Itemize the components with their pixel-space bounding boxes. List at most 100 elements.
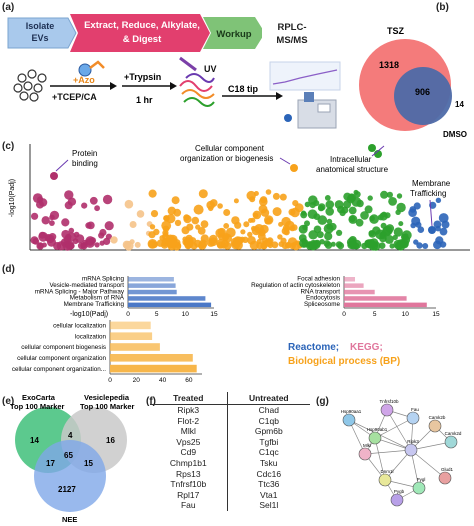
table-cell-untreated: C1qc (258, 447, 279, 458)
manhattan-point (231, 240, 241, 250)
manhattan-point (223, 223, 230, 229)
manhattan-point (433, 240, 442, 250)
spectrum-icon (269, 61, 341, 91)
table-header-treated: Treated (150, 392, 228, 405)
table-row: Rpl17 Vta1 (150, 489, 310, 501)
bar-tick-label: 20 (133, 377, 141, 384)
manhattan-point (439, 241, 447, 248)
table-header-untreated: Untreated (227, 392, 310, 405)
annot-membrane-1: Membrane (412, 179, 451, 188)
network-node-label: Glud1 (441, 467, 454, 472)
network-edge (384, 449, 412, 481)
table-cell-treated: Chmp1b1 (150, 457, 228, 469)
manhattan-point (30, 236, 39, 245)
table-row: Ripk3 Chad (150, 404, 310, 416)
manhattan-point (261, 237, 269, 244)
manhattan-point (388, 197, 397, 206)
manhattan-point (38, 198, 48, 207)
manhattan-point (94, 205, 100, 212)
bar (110, 354, 193, 362)
manhattan-point (378, 242, 386, 249)
bar (128, 302, 212, 308)
manhattan-point (417, 226, 425, 233)
manhattan-point (247, 231, 253, 238)
bar (344, 283, 364, 288)
manhattan-point (330, 241, 336, 247)
manhattan-point (198, 189, 208, 199)
network-node[interactable] (380, 403, 394, 417)
manhattan-point (259, 224, 269, 234)
network-node-label: Mlkl (363, 443, 371, 448)
manhattan-point (323, 223, 334, 234)
manhattan-point (349, 241, 357, 250)
manhattan-point (348, 193, 355, 201)
table-cell-treated: Flot-2 (150, 415, 228, 427)
bar-tick-label: 0 (126, 311, 130, 318)
network-edge (410, 449, 446, 479)
network-node[interactable] (428, 419, 442, 433)
panel-label-e: (e) (2, 396, 15, 407)
network-node-label: Fau (411, 407, 419, 412)
azo-icon (78, 63, 92, 77)
manhattan-point (396, 193, 403, 199)
network-node[interactable] (444, 435, 458, 449)
manhattan-point (110, 236, 118, 244)
manhattan-point (367, 195, 373, 201)
manhattan-point (148, 189, 157, 198)
bar (344, 289, 375, 295)
bar (128, 296, 206, 301)
table-cell-untreated: Tgfbi (259, 436, 279, 447)
annot-cc-org-2: organization or biogenesis (180, 154, 273, 163)
manhattan-point (324, 232, 333, 241)
panel-label-c: (c) (2, 141, 15, 152)
network-node[interactable] (378, 473, 392, 487)
manhattan-point (149, 224, 156, 230)
network-node[interactable] (404, 443, 418, 457)
manhattan-point (193, 204, 204, 215)
bar-tick-label: 5 (155, 311, 159, 318)
bar-category-label: Metabolism of RNA (70, 295, 125, 302)
manhattan-point (337, 242, 345, 250)
manhattan-point (284, 220, 295, 231)
manhattan-point (195, 224, 201, 230)
manhattan-point (416, 242, 423, 249)
manhattan-point (279, 193, 287, 201)
bar-category-label: cellular component organization (17, 355, 106, 362)
manhattan-points (30, 144, 450, 251)
network-node[interactable] (406, 411, 420, 425)
manhattan-point (129, 221, 137, 228)
reactome-xlabel: -log10(Padj) (70, 311, 108, 318)
manhattan-point (348, 206, 357, 215)
manhattan-point (243, 221, 250, 228)
step-ms-box (262, 17, 328, 51)
annot-arrow-cc (371, 145, 385, 157)
network-node[interactable] (358, 447, 372, 461)
manhattan-point (103, 237, 111, 245)
network-node[interactable] (368, 431, 382, 445)
bar-tick-label: 15 (210, 311, 218, 318)
manhattan-point (386, 191, 393, 198)
manhattan-point (301, 238, 307, 244)
manhattan-point (413, 202, 421, 210)
manhattan-point (435, 197, 442, 203)
manhattan-point (304, 201, 311, 208)
manhattan-plot: -log10(Padj) Protein binding Cellular co… (9, 144, 470, 251)
manhattan-point (200, 234, 209, 243)
step-extract-label-1: Extract, Reduce, Alkylate, (84, 20, 200, 31)
manhattan-point (147, 239, 158, 249)
manhattan-point (356, 199, 364, 208)
annot-ias-2: anatomical structure (316, 165, 389, 174)
manhattan-point (85, 222, 92, 229)
step-isolate-box (7, 17, 77, 49)
bar-tick-label: 0 (108, 377, 112, 384)
bar-category-label: RNA transport (300, 288, 340, 295)
venn-e-only-b: 16 (106, 436, 115, 445)
bar-tick-label: 10 (402, 311, 410, 318)
network-node[interactable] (342, 413, 356, 427)
network-node[interactable] (390, 493, 404, 507)
network-node[interactable] (412, 481, 426, 495)
manhattan-point (324, 195, 331, 201)
manhattan-point (364, 205, 373, 214)
bar (110, 364, 197, 373)
network-node[interactable] (438, 471, 452, 485)
